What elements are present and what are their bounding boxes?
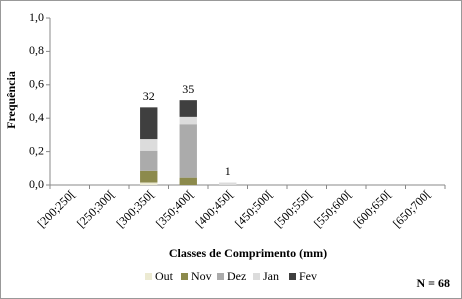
- y-tick-label: 0,4: [29, 110, 44, 124]
- count-label: 32: [143, 89, 155, 103]
- y-tick-label: 0,0: [29, 177, 44, 191]
- legend-label: Fev: [299, 269, 317, 283]
- count-label: 35: [182, 82, 194, 96]
- y-axis-label: Frequência: [4, 71, 18, 129]
- bar-segment: [179, 177, 197, 185]
- bar-segment: [179, 124, 197, 178]
- sample-size: N = 68: [416, 276, 450, 290]
- count-label: 1: [225, 164, 231, 178]
- legend-label: Out: [155, 269, 174, 283]
- legend-label: Jan: [263, 269, 279, 283]
- legend-swatch: [289, 273, 296, 280]
- y-tick-label: 1,0: [29, 10, 44, 24]
- bar-segment: [140, 139, 158, 151]
- bar-segment: [140, 170, 158, 183]
- bar-segment: [179, 100, 197, 117]
- legend-swatch: [181, 273, 188, 280]
- x-axis-label: Classes de Comprimento (mm): [169, 246, 327, 260]
- bar-segment: [140, 182, 158, 185]
- legend-label: Nov: [191, 269, 212, 283]
- legend-swatch: [217, 273, 224, 280]
- legend-label: Dez: [227, 269, 246, 283]
- y-tick-label: 0,6: [29, 77, 44, 91]
- bar-segment: [179, 116, 197, 125]
- bar-segment: [140, 107, 158, 140]
- legend-swatch: [253, 273, 260, 280]
- y-tick-label: 0,2: [29, 143, 44, 157]
- bar-segment: [219, 182, 237, 185]
- bar-segment: [140, 150, 158, 171]
- legend-swatch: [145, 273, 152, 280]
- y-tick-label: 0,8: [29, 43, 44, 57]
